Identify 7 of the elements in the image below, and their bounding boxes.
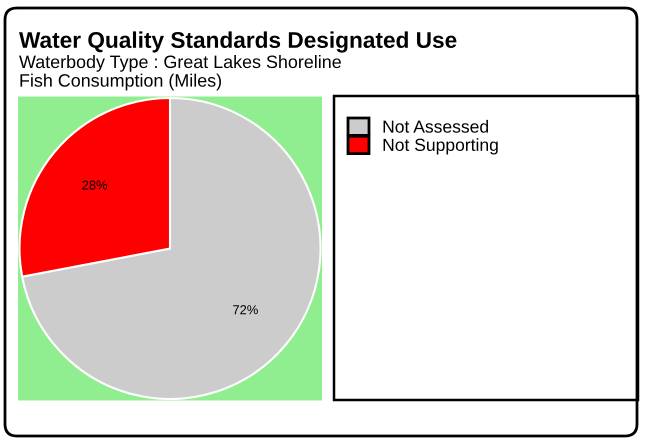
legend-label: Not Assessed xyxy=(384,120,488,133)
data-label: 28% xyxy=(82,180,108,190)
legend-label: Not Supporting xyxy=(384,138,498,154)
chart-subtitle: Waterbody Type : Great Lakes Shoreline Fish Consumption (Miles) xyxy=(19,55,341,90)
pie-slice xyxy=(21,96,322,400)
chart-title: Water Quality Standards Designated Use xyxy=(19,31,456,53)
data-label: 72% xyxy=(233,305,258,314)
